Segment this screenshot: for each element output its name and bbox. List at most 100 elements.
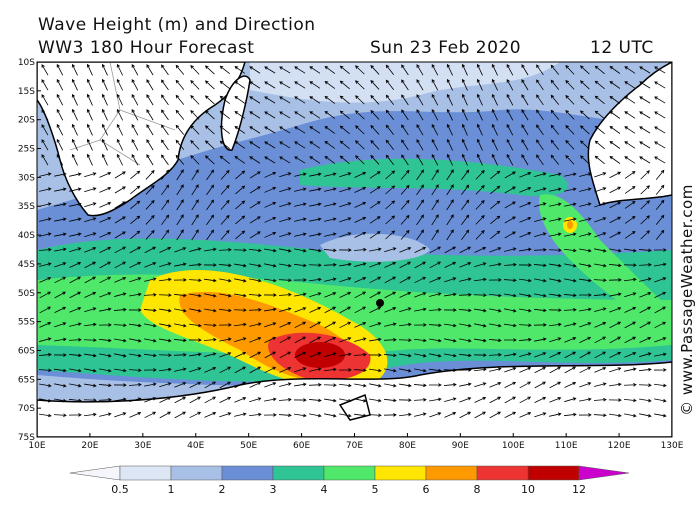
wave-arrow [490, 200, 501, 210]
wave-arrow [564, 322, 577, 327]
wave-arrow [473, 367, 487, 372]
wave-arrow [461, 138, 468, 151]
wave-arrow [416, 229, 424, 241]
wave-arrow [609, 248, 622, 253]
wave-arrow [459, 338, 472, 343]
wave-arrow [143, 293, 157, 297]
wave-arrow [219, 366, 232, 374]
wave-arrow [655, 184, 665, 195]
wave-arrow [249, 96, 261, 104]
wave-arrow [385, 124, 395, 135]
wave-arrow [264, 336, 277, 343]
wave-arrow [159, 246, 172, 253]
wave-arrow [324, 232, 337, 237]
wave-arrow [188, 338, 202, 342]
wave-arrow [609, 336, 622, 344]
wave-arrow [114, 276, 127, 283]
wave-arrow [579, 366, 592, 374]
wave-arrow [549, 293, 562, 298]
wave-arrow [279, 382, 292, 387]
wave-arrow [504, 231, 516, 239]
wave-arrow [220, 199, 230, 210]
wave-arrow [564, 337, 577, 343]
wave-arrow [399, 291, 412, 298]
colorbar-low [69, 465, 121, 481]
wave-arrow [355, 140, 365, 150]
wave-arrow [369, 291, 381, 299]
wave-arrow [219, 110, 230, 120]
wave-arrow [101, 153, 108, 166]
wave-arrow [594, 351, 607, 359]
wave-arrow [354, 321, 367, 328]
wave-arrow [146, 94, 154, 106]
wave-arrow [639, 413, 652, 418]
wave-arrow [624, 248, 637, 253]
wave-arrow [294, 367, 307, 373]
wave-arrow [475, 185, 485, 195]
wave-arrow [264, 397, 277, 402]
wave-arrow [655, 199, 665, 210]
wave-arrow [279, 111, 291, 119]
wave-arrow [550, 139, 560, 150]
wave-arrow [579, 351, 591, 359]
wave-arrow [294, 96, 306, 104]
wave-arrow [309, 367, 322, 372]
wave-arrow [146, 124, 154, 136]
wave-arrow [639, 352, 652, 358]
wave-arrow [294, 292, 307, 297]
wave-arrow [294, 232, 307, 237]
wave-arrow [68, 413, 82, 417]
wave-arrow [624, 367, 637, 372]
lon-label: 40E [187, 441, 204, 451]
wave-arrow [491, 63, 498, 76]
wave-arrow [461, 153, 468, 166]
wave-arrow [98, 338, 112, 343]
wave-arrow [235, 200, 246, 210]
wave-arrow [549, 172, 562, 177]
wave-arrow [519, 293, 532, 298]
wave-arrow [39, 202, 52, 207]
wave-arrow [414, 292, 427, 298]
wave-arrow [534, 202, 547, 208]
wave-arrow [369, 306, 382, 313]
wave-arrow [413, 397, 427, 402]
wave-arrow [279, 232, 292, 238]
wave-arrow [279, 172, 292, 178]
wave-arrow [293, 263, 307, 268]
wave-arrow [654, 96, 666, 104]
wave-arrow [339, 172, 352, 178]
lon-label: 110E [555, 441, 578, 451]
wave-arrow [565, 140, 575, 150]
wave-arrow [593, 413, 607, 418]
wave-arrow [431, 169, 439, 181]
wave-arrow [249, 156, 261, 164]
wave-arrow [99, 261, 111, 269]
wave-arrow [593, 292, 607, 297]
wave-arrow [128, 382, 142, 387]
wave-arrow [564, 278, 577, 283]
wave-arrow [416, 124, 424, 136]
wave-arrow [654, 337, 667, 343]
wave-arrow [279, 66, 291, 74]
wave-arrow [384, 261, 397, 268]
wave-arrow [368, 413, 382, 418]
wave-arrow [579, 307, 592, 312]
wave-arrow [161, 184, 170, 196]
wave-arrow [461, 78, 468, 91]
wave-arrow [565, 65, 575, 75]
wave-arrow [414, 307, 427, 312]
time: 12 UTC [590, 38, 654, 58]
wave-arrow [189, 308, 202, 313]
wave-arrow [549, 263, 562, 268]
wave-arrow [639, 336, 652, 343]
wave-arrow [204, 80, 215, 90]
wave-arrow [504, 381, 517, 388]
wave-arrow [489, 411, 502, 419]
lat-axis: 10S 15S 20S 25S 30S 35S 40S 45S 50S 55S 60S 65S 70S 7… [18, 58, 41, 443]
wave-arrow [339, 337, 352, 343]
wave-arrow [578, 293, 592, 297]
wave-arrow [279, 321, 292, 328]
wave-arrow [639, 306, 652, 314]
wave-arrow [474, 396, 487, 403]
